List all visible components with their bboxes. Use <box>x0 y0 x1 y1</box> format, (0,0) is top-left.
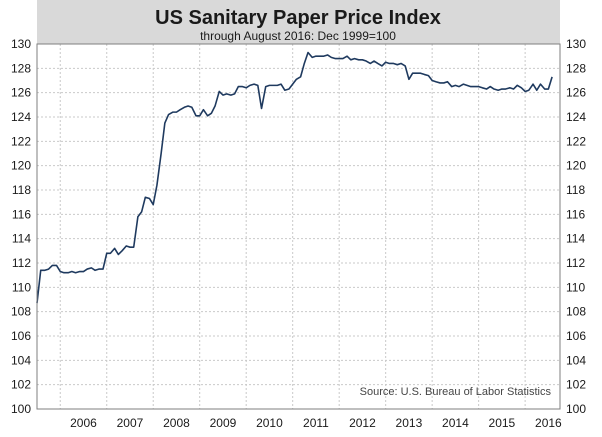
x-tick-label: 2006 <box>70 416 97 430</box>
x-tick-label: 2008 <box>163 416 190 430</box>
source-note: Source: U.S. Bureau of Labor Statistics <box>360 386 552 398</box>
y-tick-label-left: 128 <box>11 61 31 75</box>
y-tick-label-right: 102 <box>566 378 586 392</box>
y-axis-left-ticks: 100 102 104 106 108 110 112 114 116 118 120 122 124 1… <box>11 37 31 416</box>
grid-lines <box>37 44 560 409</box>
y-tick-label-right: 120 <box>566 159 586 173</box>
y-tick-label-left: 112 <box>12 256 31 270</box>
y-tick-label-right: 112 <box>566 256 585 270</box>
y-tick-label-left: 106 <box>11 329 31 343</box>
y-tick-label-right: 126 <box>566 86 586 100</box>
chart-title: US Sanitary Paper Price Index <box>155 7 441 29</box>
y-tick-label-right: 130 <box>566 37 586 51</box>
y-tick-label-left: 110 <box>12 280 31 294</box>
x-axis-ticks: 2006 2007 2008 2009 2010 2011 2012 2013 2014 2015… <box>70 416 562 430</box>
title-band <box>37 0 560 44</box>
y-tick-label-left: 100 <box>11 402 31 416</box>
y-tick-label-right: 110 <box>566 280 585 294</box>
y-tick-label-right: 108 <box>566 305 586 319</box>
y-tick-label-left: 104 <box>11 353 31 367</box>
y-tick-label-left: 122 <box>11 134 31 148</box>
price-index-line <box>36 51 553 304</box>
y-tick-label-left: 118 <box>12 183 31 197</box>
y-tick-label-right: 100 <box>566 402 586 416</box>
x-tick-label: 2015 <box>489 416 516 430</box>
x-tick-label: 2012 <box>349 416 376 430</box>
y-tick-label-left: 130 <box>11 37 31 51</box>
y-tick-label-left: 120 <box>11 159 31 173</box>
y-tick-label-left: 108 <box>11 305 31 319</box>
x-tick-label: 2013 <box>396 416 423 430</box>
x-tick-label: 2007 <box>117 416 144 430</box>
plot-border <box>36 43 561 410</box>
y-tick-label-right: 106 <box>566 329 586 343</box>
x-tick-label: 2009 <box>210 416 237 430</box>
x-tick-label: 2011 <box>303 416 329 430</box>
y-tick-label-right: 114 <box>566 232 585 246</box>
x-tick-label: 2010 <box>256 416 283 430</box>
y-tick-label-right: 124 <box>566 110 586 124</box>
y-axis-right-ticks: 100 102 104 106 108 110 112 114 116 118 120 122 124 1… <box>566 37 586 416</box>
y-tick-label-left: 116 <box>12 207 31 221</box>
y-tick-label-left: 114 <box>12 232 31 246</box>
y-tick-label-right: 118 <box>566 183 585 197</box>
x-tick-label: 2014 <box>442 416 469 430</box>
y-tick-label-left: 124 <box>11 110 31 124</box>
y-tick-label-right: 122 <box>566 134 586 148</box>
chart-subtitle: through August 2016: Dec 1999=100 <box>200 29 396 43</box>
y-tick-label-right: 128 <box>566 61 586 75</box>
y-tick-label-right: 116 <box>566 207 585 221</box>
y-tick-label-left: 126 <box>11 86 31 100</box>
x-tick-label: 2016 <box>535 416 562 430</box>
y-tick-label-left: 102 <box>11 378 31 392</box>
y-tick-label-right: 104 <box>566 353 586 367</box>
